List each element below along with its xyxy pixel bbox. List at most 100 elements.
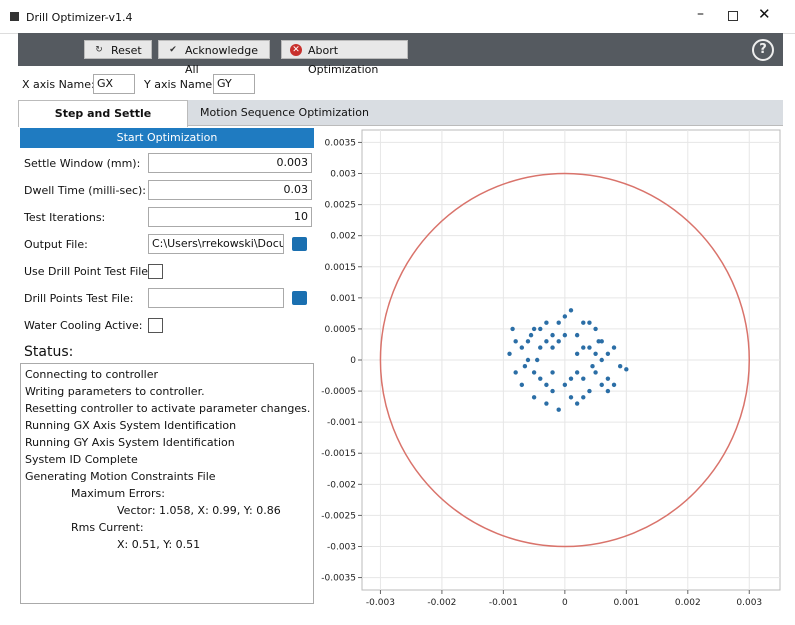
field-label: Drill Points Test File: <box>24 292 134 305</box>
point <box>550 370 555 375</box>
maximize[interactable] <box>728 11 738 21</box>
point <box>581 320 586 325</box>
status-line: System ID Complete <box>25 453 138 466</box>
help-button[interactable]: ? <box>752 39 774 61</box>
status-line: Running GY Axis System Identification <box>25 436 235 449</box>
status-line: Resetting controller to activate paramet… <box>25 402 311 415</box>
y-tick-label: -0.002 <box>327 480 356 490</box>
status-line: Rms Current: <box>71 521 144 534</box>
point <box>544 320 549 325</box>
point <box>587 345 592 350</box>
minimize[interactable]: – <box>697 6 704 22</box>
point <box>507 351 512 356</box>
point <box>599 339 604 344</box>
status-line: X: 0.51, Y: 0.51 <box>117 538 201 551</box>
field-label: Output File: <box>24 238 88 251</box>
point <box>531 370 537 375</box>
checkbox[interactable] <box>148 318 163 333</box>
point <box>611 345 617 350</box>
point <box>519 345 525 350</box>
y-tick-label: 0.002 <box>330 232 356 242</box>
x-tick-label: 0 <box>562 598 568 608</box>
point <box>513 339 518 344</box>
y-axis-input[interactable]: GY <box>213 74 255 94</box>
status-title: Status: <box>24 344 74 360</box>
point <box>593 370 598 375</box>
checkbox[interactable] <box>148 264 163 279</box>
field-input[interactable]: 0.03 <box>148 180 312 200</box>
y-tick-label: 0.0005 <box>325 325 357 335</box>
status-line: Running GX Axis System Identification <box>25 419 237 432</box>
point <box>544 339 549 344</box>
field-input[interactable]: 10 <box>148 207 312 227</box>
field-input[interactable] <box>148 288 284 308</box>
point <box>605 351 611 356</box>
x-tick-label: -0.003 <box>366 598 395 608</box>
title-bar: Drill Optimizer-v1.4 – ✕ <box>0 0 795 34</box>
y-tick-label: 0 <box>350 356 356 366</box>
status-line: Writing parameters to controller. <box>25 385 205 398</box>
save-icon[interactable] <box>292 237 307 251</box>
point <box>581 345 586 350</box>
point <box>568 308 574 313</box>
point <box>574 370 580 375</box>
point <box>544 382 549 388</box>
x-tick-label: 0.001 <box>613 598 639 608</box>
button-label: Reset <box>111 44 142 57</box>
tab[interactable]: Motion Sequence Optimization <box>200 106 369 119</box>
y-tick-label: -0.0035 <box>321 574 356 584</box>
field-label: Use Drill Point Test File: <box>24 265 152 278</box>
point <box>519 382 525 388</box>
point <box>611 382 617 388</box>
y-tick-label: -0.0015 <box>321 449 356 459</box>
y-tick-label: 0.003 <box>330 170 356 180</box>
point <box>538 345 543 350</box>
tab-active[interactable]: Step and Settle Optimization <box>18 100 188 145</box>
button-label: Abort Optimization <box>308 44 379 76</box>
point <box>587 320 592 325</box>
point <box>593 326 598 332</box>
window-title: Drill Optimizer-v1.4 <box>26 11 133 24</box>
field-input[interactable]: 0.003 <box>148 153 312 173</box>
status-line: Connecting to controller <box>25 368 159 381</box>
x-tick-label: -0.001 <box>489 598 518 608</box>
point <box>605 376 611 381</box>
abort-button[interactable]: ✕ Abort Optimization <box>281 40 408 76</box>
point <box>550 388 555 394</box>
point <box>534 357 540 363</box>
start-button[interactable]: Start Optimization <box>20 128 314 148</box>
scatter-chart: 0.0035 0.003 0.0025 0.002 0.0015 0.001 0.0005 0… <box>321 129 781 608</box>
point <box>574 401 580 406</box>
point <box>544 401 549 406</box>
point <box>568 376 574 381</box>
point <box>574 332 580 338</box>
status-line: Generating Motion Constraints File <box>25 470 216 483</box>
point <box>513 370 518 375</box>
point <box>525 339 531 344</box>
x-tick-label: 0.003 <box>736 598 762 608</box>
y-axis-label: Y axis Name: <box>144 78 216 91</box>
point <box>562 314 568 319</box>
point <box>550 332 555 338</box>
save-icon[interactable] <box>292 291 307 305</box>
status-line: Maximum Errors: <box>71 487 165 500</box>
field-label: Water Cooling Active: <box>24 319 143 332</box>
y-tick-label: -0.0005 <box>321 387 356 397</box>
status-log: Connecting to controller Writing paramet… <box>20 363 314 604</box>
point <box>568 395 574 400</box>
reset-button[interactable]: ↻ Reset <box>84 40 152 59</box>
y-tick-label: -0.001 <box>327 418 356 428</box>
point <box>538 326 543 332</box>
field-label: Dwell Time (milli-sec): <box>24 184 147 197</box>
app-icon <box>10 12 19 21</box>
status-line: Vector: 1.058, X: 0.99, Y: 0.86 <box>117 504 281 517</box>
point <box>605 388 611 394</box>
acknowledge-button[interactable]: ✔ Acknowledge All <box>158 40 270 76</box>
x-axis-input[interactable]: GX <box>93 74 135 94</box>
close[interactable]: ✕ <box>758 5 771 23</box>
y-tick-label: -0.0025 <box>321 511 356 521</box>
point <box>593 351 598 356</box>
y-tick-label: -0.003 <box>327 542 356 552</box>
point <box>556 407 561 412</box>
field-input[interactable]: C:\Users\rrekowski\Docume <box>148 234 284 254</box>
